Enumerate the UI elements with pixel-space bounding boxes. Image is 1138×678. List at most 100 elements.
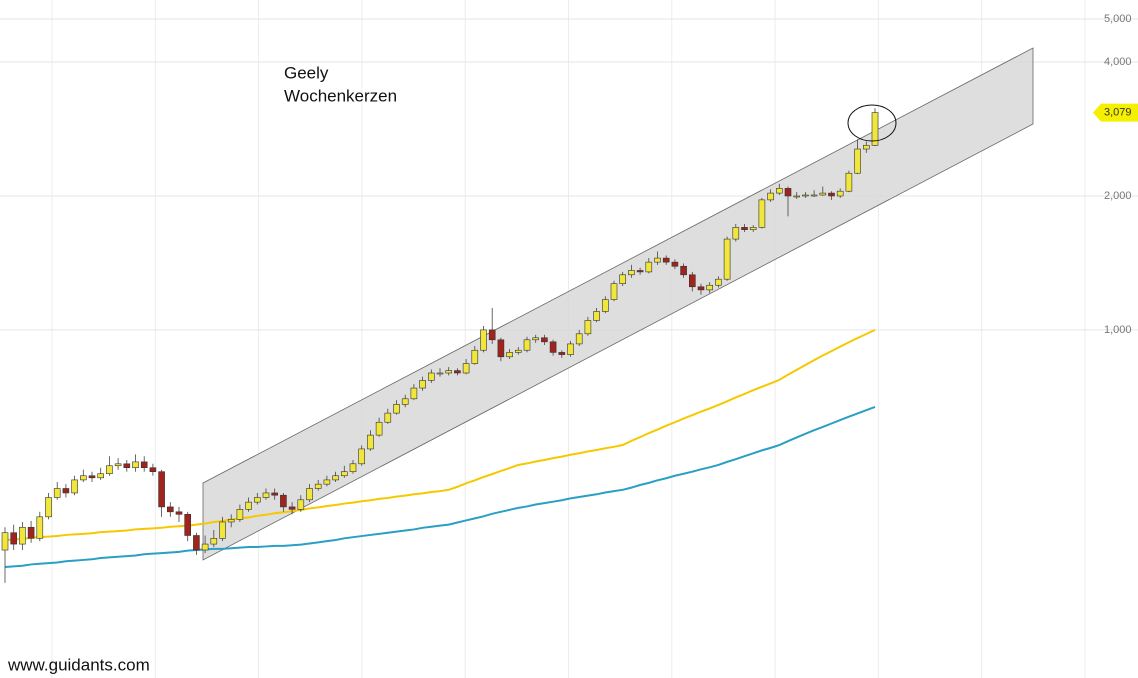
candle-body <box>375 421 383 436</box>
highlight-ellipse <box>847 104 897 142</box>
candle-body <box>471 349 479 364</box>
candle-body <box>114 463 122 467</box>
candle-body <box>62 488 70 494</box>
candle-body <box>254 497 261 503</box>
candle-body <box>488 329 496 341</box>
candle-body <box>723 238 731 280</box>
candle-body <box>184 514 191 536</box>
candle-body <box>123 463 131 469</box>
candle-body <box>53 488 61 498</box>
candle-body <box>506 352 513 358</box>
candle-body <box>558 352 566 355</box>
candle-body <box>140 461 148 469</box>
candle-body <box>758 199 766 228</box>
candle-body <box>288 506 296 510</box>
candle-body <box>549 341 557 353</box>
candle-body <box>802 194 809 197</box>
source: www.guidants.com <box>7 655 150 674</box>
candle-body <box>297 499 305 510</box>
candle-body <box>167 506 174 513</box>
candle-body <box>1 532 9 551</box>
candle-body <box>654 257 661 263</box>
candle-body <box>610 283 618 300</box>
candle-body <box>741 227 748 230</box>
candle-body <box>201 543 209 551</box>
chart-subtitle: Wochenkerzen <box>284 86 397 105</box>
candle-body <box>775 188 783 194</box>
candle-body <box>871 112 879 146</box>
candle-body <box>671 261 679 267</box>
candle-body <box>80 475 87 481</box>
candle-body <box>680 265 687 276</box>
price-marker <box>1093 103 1138 122</box>
candle-body <box>819 192 827 196</box>
candle-body <box>575 333 583 345</box>
moving-average-line <box>4 328 876 542</box>
candle-body <box>436 372 444 375</box>
candle-body <box>784 188 792 197</box>
candle-body <box>619 274 627 285</box>
candle-body <box>645 261 653 273</box>
candle-body <box>349 463 357 472</box>
candle-body <box>567 343 574 355</box>
candle-body <box>427 372 435 381</box>
candle-body <box>149 467 157 472</box>
candle-body <box>688 274 696 288</box>
y-tick-label: 4,000 <box>1104 56 1132 68</box>
candle-body <box>384 412 392 423</box>
candle-body <box>523 339 531 351</box>
candle-body <box>445 370 453 374</box>
candle-body <box>419 380 426 389</box>
candle-body <box>219 521 226 539</box>
y-tick-label: 1,000 <box>1104 324 1132 336</box>
candle-body <box>854 148 861 174</box>
candle-body <box>97 473 104 479</box>
candle-body <box>601 299 609 312</box>
candle-body <box>45 497 52 518</box>
candle-body <box>636 270 644 273</box>
candle-body <box>280 494 287 508</box>
candle-body <box>836 190 844 197</box>
price-marker-label: 3,079 <box>1104 107 1132 119</box>
candle-body <box>132 461 139 469</box>
candle-body <box>10 532 17 545</box>
candle-body <box>454 370 461 374</box>
candle-body <box>271 492 279 496</box>
candle-body <box>71 479 78 494</box>
candle-body <box>697 286 705 291</box>
candle-body <box>236 509 244 520</box>
candle-body <box>584 320 592 335</box>
trend-channel <box>202 47 1034 561</box>
candle-body <box>532 337 540 341</box>
candle-body <box>862 144 870 150</box>
candle-body <box>401 398 409 405</box>
candle-body <box>732 227 740 240</box>
candle-body <box>227 519 235 523</box>
candle-body <box>628 270 635 276</box>
candle-body <box>393 404 400 414</box>
candle-body <box>810 194 818 197</box>
marks <box>1 108 879 583</box>
candle-body <box>462 363 470 374</box>
candle-body <box>175 511 183 515</box>
candle-body <box>262 492 270 498</box>
candle-body <box>106 465 113 475</box>
candle-body <box>158 471 165 508</box>
candle-body <box>19 526 26 545</box>
candle-body <box>27 526 35 539</box>
candle-body <box>340 471 348 477</box>
y-tick-label: 5,000 <box>1104 13 1132 25</box>
candle-body <box>193 535 200 551</box>
candle-body <box>514 349 522 353</box>
candle-body <box>210 538 218 545</box>
candle-body <box>845 172 853 192</box>
chart-title: Geely <box>284 63 329 82</box>
candle-body <box>497 339 505 358</box>
candle-body <box>662 257 670 263</box>
candle-body <box>36 516 44 539</box>
candle-body <box>828 192 835 197</box>
candle-body <box>749 227 757 230</box>
candle-body <box>706 284 714 291</box>
